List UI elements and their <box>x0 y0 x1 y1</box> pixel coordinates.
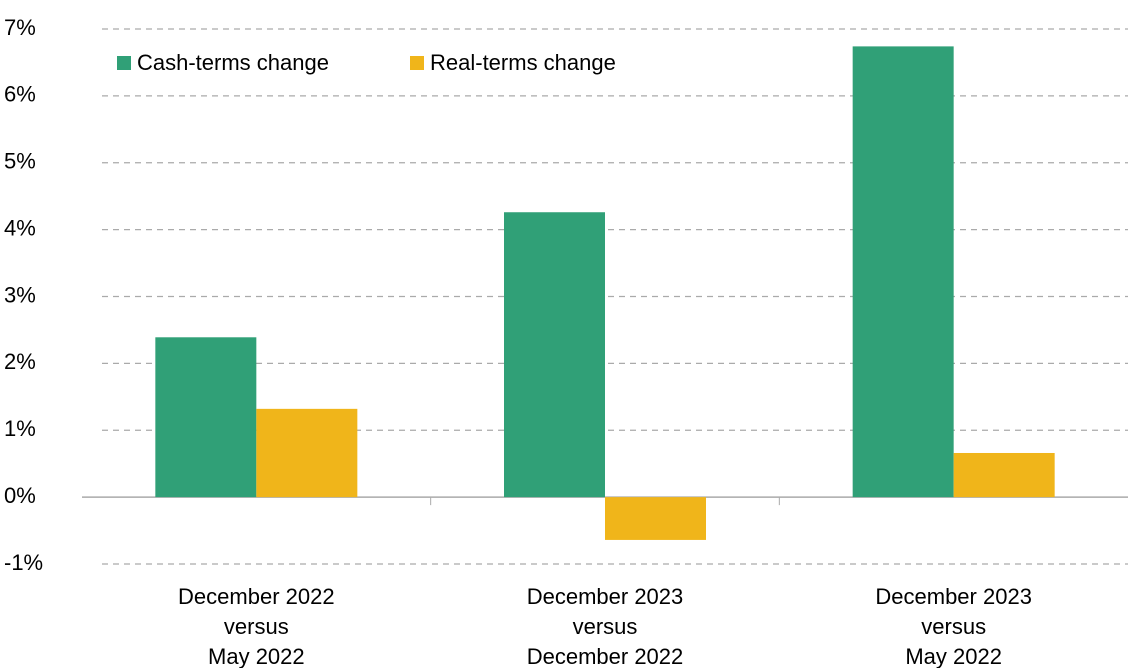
x-tick-label: December 2023 versus May 2022 <box>875 584 1032 668</box>
y-tick-label: 5% <box>4 149 36 174</box>
bar <box>155 337 257 498</box>
x-tick-line: December 2022 <box>527 644 684 668</box>
x-tick-line: December 2023 <box>527 584 684 609</box>
x-tick-line: May 2022 <box>905 644 1002 668</box>
bar <box>953 452 1055 498</box>
y-tick-label: 0% <box>4 483 36 508</box>
y-tick-label: 3% <box>4 282 36 307</box>
legend-swatch <box>117 56 131 70</box>
bar <box>504 212 605 498</box>
bar <box>852 46 954 498</box>
y-tick-label: 4% <box>4 215 36 240</box>
x-tick-label: December 2023 versus December 2022 <box>527 584 684 668</box>
y-tick-label: 6% <box>4 82 36 107</box>
y-tick-label: -1% <box>4 550 43 575</box>
x-tick-line: May 2022 <box>208 644 305 668</box>
bar <box>256 408 358 498</box>
x-tick-line: versus <box>921 614 986 639</box>
x-tick-line: versus <box>224 614 289 639</box>
legend-label: Cash-terms change <box>137 50 329 75</box>
y-tick-label: 2% <box>4 349 36 374</box>
y-tick-label: 7% <box>4 15 36 40</box>
x-tick-line: December 2022 <box>178 584 335 609</box>
bar <box>605 497 706 540</box>
legend-swatch <box>410 56 424 70</box>
y-tick-label: 1% <box>4 416 36 441</box>
legend-label: Real-terms change <box>430 50 616 75</box>
x-tick-label: December 2022 versus May 2022 <box>178 584 335 668</box>
x-tick-line: versus <box>573 614 638 639</box>
x-tick-line: December 2023 <box>875 584 1032 609</box>
